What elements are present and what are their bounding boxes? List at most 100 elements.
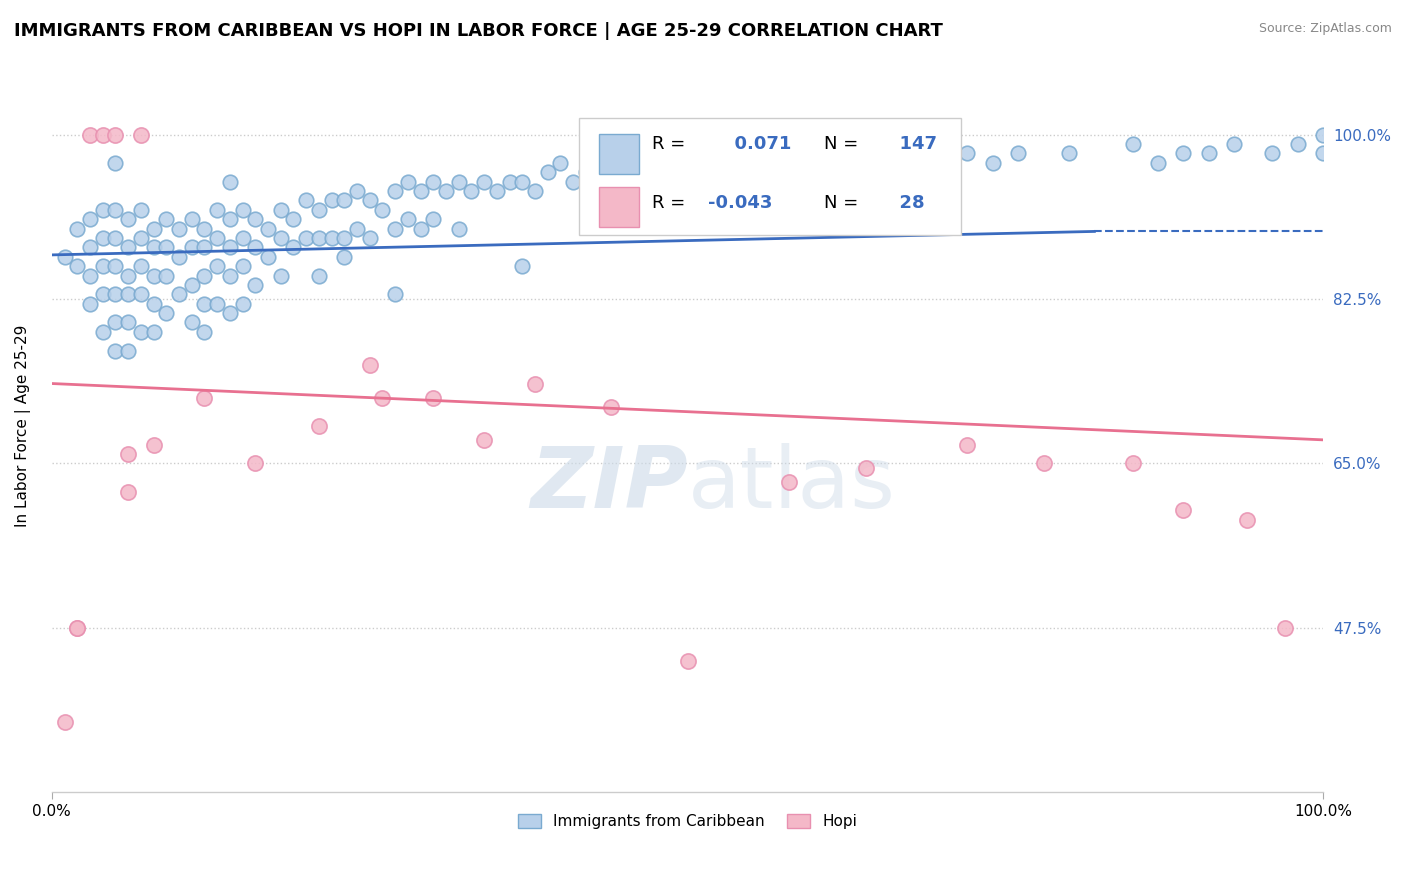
Point (308, 268, 330, 283)
Point (727, 156, 749, 170)
Point (498, 175, 520, 189)
Point (104, 287, 127, 301)
Point (167, 250, 190, 264)
Point (333, 194, 356, 208)
Point (651, 165, 673, 179)
Point (1032, 456, 1054, 470)
Point (193, 221, 215, 235)
Point (270, 268, 292, 283)
Point (295, 194, 318, 208)
Point (1274, 621, 1296, 635)
Point (676, 156, 699, 170)
Point (104, 128, 127, 142)
Text: N =: N = (824, 135, 858, 153)
Point (981, 156, 1004, 170)
Point (129, 202, 152, 217)
Point (245, 240, 267, 254)
Point (308, 202, 330, 217)
Point (588, 175, 610, 189)
Point (193, 391, 215, 405)
Point (66, 621, 89, 635)
Point (422, 212, 444, 227)
Point (117, 343, 139, 358)
Text: R =: R = (652, 135, 685, 153)
Point (79, 212, 101, 227)
Point (1236, 513, 1258, 527)
Point (1147, 156, 1170, 170)
Point (155, 240, 177, 254)
Point (232, 202, 254, 217)
Point (104, 316, 127, 330)
Point (778, 475, 800, 489)
Point (53, 714, 76, 729)
Point (409, 221, 432, 235)
Point (218, 268, 240, 283)
Point (1312, 128, 1334, 142)
Point (396, 212, 419, 227)
Point (142, 240, 165, 254)
Point (91, 259, 114, 273)
Point (193, 325, 215, 339)
Point (270, 231, 292, 245)
Point (104, 156, 127, 170)
Point (321, 231, 343, 245)
Point (142, 296, 165, 310)
Point (104, 231, 127, 245)
Point (66, 259, 89, 273)
Point (257, 221, 280, 235)
Point (117, 212, 139, 227)
Point (868, 146, 890, 161)
Point (1173, 503, 1195, 517)
Point (308, 231, 330, 245)
Point (371, 391, 394, 405)
Point (180, 316, 202, 330)
Point (371, 202, 394, 217)
Point (447, 175, 470, 189)
Point (117, 287, 139, 301)
Point (778, 156, 800, 170)
Point (830, 146, 852, 161)
Point (472, 175, 495, 189)
Point (218, 240, 240, 254)
Point (842, 156, 865, 170)
Point (956, 146, 979, 161)
Point (1122, 137, 1144, 152)
Point (384, 287, 406, 301)
Point (803, 165, 825, 179)
Point (1057, 146, 1080, 161)
Text: R =: R = (652, 194, 685, 211)
Point (66, 621, 89, 635)
Point (523, 184, 546, 198)
Text: 28: 28 (887, 194, 925, 211)
Point (180, 212, 202, 227)
Text: 0.071: 0.071 (721, 135, 792, 153)
Point (523, 376, 546, 391)
Text: 147: 147 (887, 135, 938, 153)
Point (1173, 146, 1195, 161)
Point (1261, 146, 1284, 161)
Point (117, 484, 139, 499)
Point (600, 400, 623, 414)
Point (155, 268, 177, 283)
Point (205, 231, 228, 245)
Point (447, 221, 470, 235)
Point (117, 240, 139, 254)
Legend: Immigrants from Caribbean, Hopi: Immigrants from Caribbean, Hopi (512, 808, 863, 836)
Point (245, 456, 267, 470)
Point (79, 240, 101, 254)
Point (346, 221, 368, 235)
Point (142, 268, 165, 283)
Point (129, 325, 152, 339)
Point (283, 240, 305, 254)
Point (218, 175, 240, 189)
Point (129, 259, 152, 273)
Point (142, 221, 165, 235)
Point (626, 175, 648, 189)
Point (359, 358, 381, 372)
Point (193, 240, 215, 254)
Point (270, 202, 292, 217)
Point (333, 231, 356, 245)
Point (129, 128, 152, 142)
Text: N =: N = (824, 194, 858, 211)
Point (104, 343, 127, 358)
